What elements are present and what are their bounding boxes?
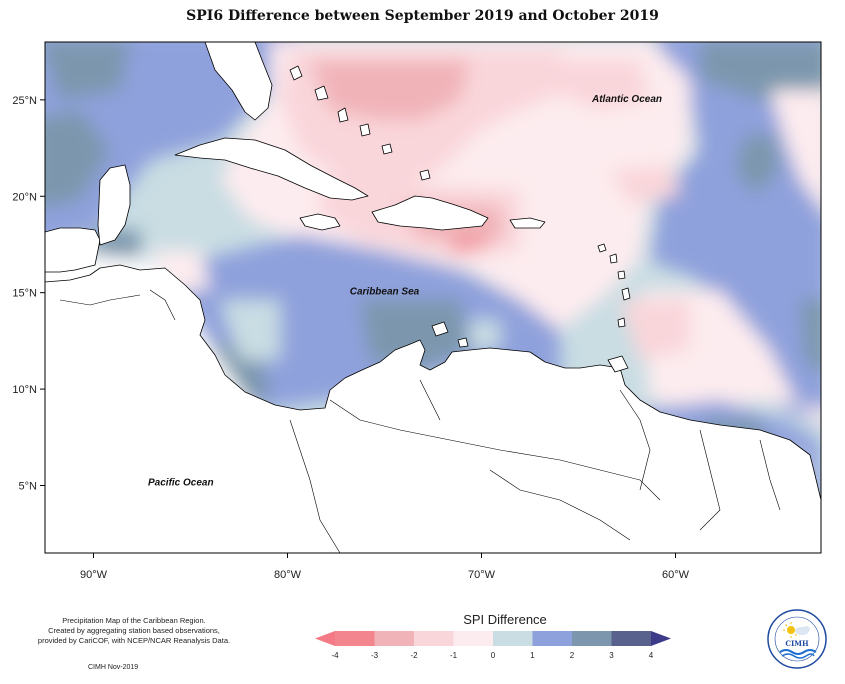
cloud-icon: [795, 626, 810, 635]
y-tick-label: 15°N: [12, 288, 37, 300]
credit-date: CIMH Nov-2019: [88, 664, 139, 671]
ocean-label-caribbean: Caribbean Sea: [350, 287, 420, 298]
legend-tick-label: 2: [570, 651, 575, 660]
legend-swatch: [493, 631, 533, 646]
legend-swatch: [414, 631, 454, 646]
legend-high-arrow: [651, 631, 671, 646]
legend-swatch: [453, 631, 494, 646]
axis-labels: 90°W 80°W 70°W 60°W 25°N 20°N 15°N 10°N 5°N: [12, 95, 689, 581]
legend-tick-label: 4: [649, 651, 654, 660]
y-tick-label: 10°N: [12, 384, 37, 396]
map-title: SPI6 Difference between September 2019 a…: [186, 8, 659, 24]
wave-icon: [779, 649, 817, 659]
credit-text: Precipitation Map of the Caribbean Regio…: [20, 616, 248, 646]
legend-tick-label: -3: [371, 651, 379, 660]
cimh-logo: CIMH: [767, 609, 827, 669]
landmass: [45, 42, 821, 553]
legend-tick-label: 1: [530, 651, 535, 660]
legend-tick-label: -2: [410, 651, 418, 660]
legend-colorbar: [315, 631, 671, 646]
legend-swatch: [611, 631, 652, 646]
ocean-label-atlantic: Atlantic Ocean: [591, 94, 662, 105]
legend-tick-label: -4: [331, 651, 339, 660]
credit-line-3: provided by CariCOF, with NCEP/NCAR Rean…: [37, 636, 231, 645]
logo-text: CIMH: [785, 639, 809, 648]
map-frame: [44, 41, 822, 554]
x-tick-label: 90°W: [80, 569, 108, 581]
ocean-labels: Atlantic Ocean Caribbean Sea Pacific Ocean: [148, 94, 662, 489]
legend-swatch: [335, 631, 375, 646]
y-tick-label: 5°N: [19, 481, 38, 493]
y-tick-label: 25°N: [12, 95, 37, 107]
legend-tick-label: 0: [491, 651, 496, 660]
country-borders: [59, 289, 781, 553]
credit-line-1: Precipitation Map of the Caribbean Regio…: [62, 616, 206, 625]
y-tick-label: 20°N: [12, 191, 37, 203]
legend-tick-label: 3: [609, 651, 614, 660]
axis-ticks: [40, 99, 676, 558]
x-tick-label: 70°W: [468, 569, 496, 581]
legend-low-arrow: [315, 631, 335, 646]
x-tick-label: 80°W: [274, 569, 302, 581]
legend-tick-label: -1: [450, 651, 458, 660]
shading-field: [45, 42, 821, 553]
legend-swatch: [572, 631, 612, 646]
ocean-label-pacific: Pacific Ocean: [148, 478, 214, 489]
legend-swatch: [532, 631, 573, 646]
legend-swatch: [374, 631, 415, 646]
legend-title: SPI Difference: [463, 612, 547, 627]
x-tick-label: 60°W: [662, 569, 690, 581]
credit-line-2: Created by aggregating station based obs…: [48, 626, 220, 635]
legend-ticks: -4 -3 -2 -1 0 1 2 3 4: [331, 651, 653, 660]
